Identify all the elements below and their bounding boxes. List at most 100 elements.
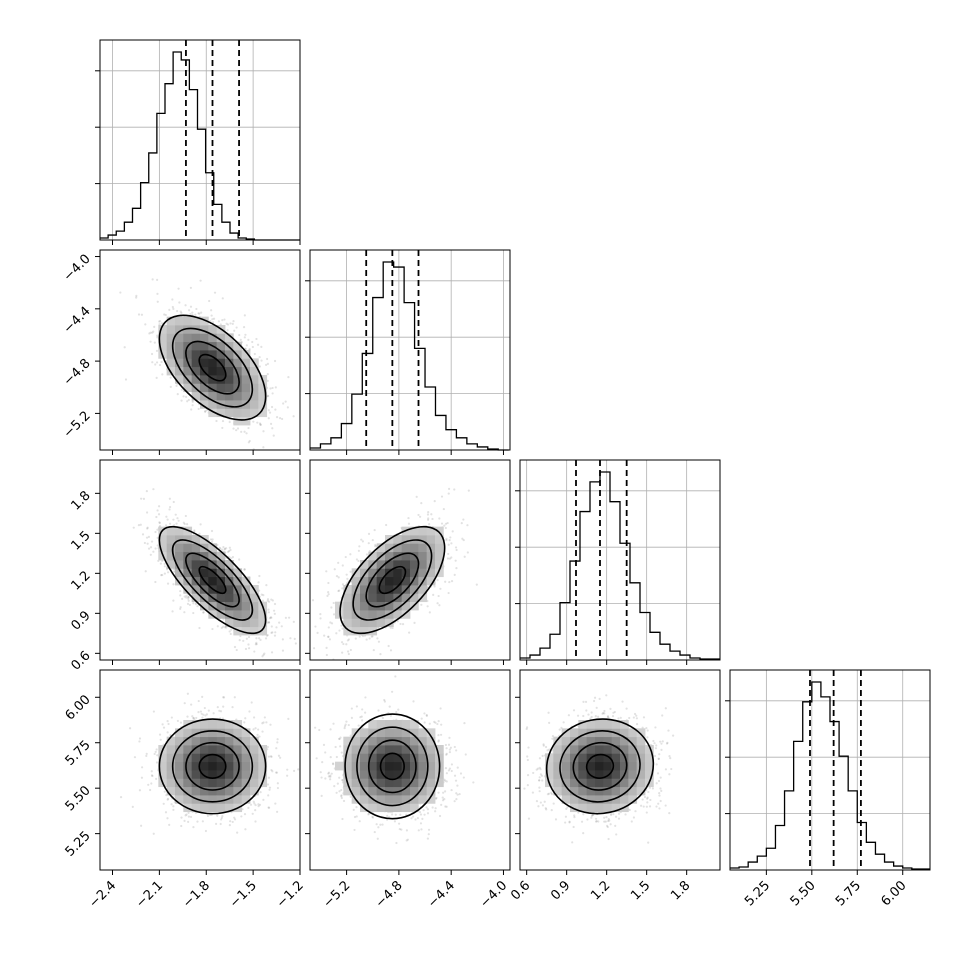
sample-point [151, 278, 154, 281]
sample-point [438, 604, 441, 607]
density-cell [208, 391, 218, 401]
density-cell [241, 601, 251, 611]
density-cell [191, 551, 201, 561]
sample-point [252, 420, 255, 423]
sample-point [187, 595, 190, 599]
sample-point [175, 522, 178, 525]
sample-point [254, 643, 257, 646]
sample-point [149, 331, 152, 334]
sample-point [274, 386, 277, 389]
sample-point [357, 559, 360, 563]
sample-point [239, 338, 242, 341]
sample-point [233, 645, 237, 649]
density-cell [225, 391, 234, 401]
sample-point [187, 309, 191, 312]
sample-point [266, 357, 269, 361]
sample-point [236, 427, 240, 430]
density-cell [233, 626, 243, 636]
sample-point [217, 320, 221, 323]
density-cell [175, 358, 184, 368]
sample-point [202, 611, 205, 614]
sample-point [172, 518, 175, 521]
sample-point [235, 326, 238, 329]
sample-point [179, 594, 182, 597]
sample-point [376, 637, 379, 640]
sample-point [192, 602, 195, 605]
sample-point [319, 617, 322, 620]
density-cell [225, 333, 234, 343]
sample-point [262, 653, 265, 656]
sample-point [270, 631, 273, 634]
density-cell [233, 576, 243, 586]
panel-1-0 [95, 249, 301, 455]
density-cell [250, 610, 259, 619]
sample-point [156, 300, 159, 303]
sample-point [168, 522, 172, 525]
density-cell [183, 535, 193, 544]
sample-point [228, 420, 231, 424]
sample-point [186, 602, 190, 605]
sample-point [248, 439, 251, 443]
sample-point [426, 605, 429, 608]
sample-point [428, 523, 431, 526]
sample-point [447, 487, 451, 491]
sample-point [257, 581, 260, 584]
density-cell [216, 576, 226, 586]
sample-point [258, 356, 261, 359]
density-cell [175, 576, 184, 586]
sample-point [294, 642, 297, 645]
sample-point [247, 426, 250, 430]
sample-point [367, 532, 371, 535]
sample-point [329, 621, 332, 624]
sample-point [337, 561, 340, 564]
sample-point [268, 621, 271, 624]
density-cell [200, 400, 209, 409]
sample-point [448, 539, 451, 542]
density-cell [258, 626, 268, 636]
sample-point [194, 603, 197, 606]
sample-point [192, 611, 195, 615]
sample-point [193, 529, 196, 532]
sample-point [319, 613, 322, 616]
density-cell [191, 560, 201, 569]
sample-point [197, 407, 200, 411]
density-cell [216, 383, 226, 393]
sample-point [427, 517, 430, 520]
sample-point [266, 599, 269, 602]
contour-2-0-3 [158, 525, 267, 635]
panel-content-2-0 [132, 488, 297, 658]
sample-point [327, 593, 330, 596]
sample-point [222, 625, 225, 628]
density-cell [191, 585, 201, 594]
sample-point [227, 550, 230, 554]
density-cell [216, 568, 226, 578]
sample-point [211, 318, 214, 321]
sample-point [238, 639, 241, 642]
sample-point [198, 312, 201, 315]
density-cell [200, 601, 209, 611]
sample-point [345, 573, 348, 576]
sample-point [267, 608, 270, 611]
density-cell [166, 526, 176, 536]
sample-point [153, 341, 156, 344]
sample-point [245, 637, 248, 640]
sample-point [244, 347, 247, 350]
sample-point [163, 565, 166, 568]
density-cell [216, 610, 226, 619]
sample-point [179, 606, 182, 609]
sample-point [187, 398, 190, 402]
sample-point [174, 513, 177, 516]
density-cell [166, 560, 176, 569]
sample-point [270, 405, 274, 409]
sample-point [272, 609, 276, 612]
sample-point [210, 314, 213, 317]
density-cell [216, 593, 226, 603]
sample-point [157, 513, 161, 516]
sample-point [286, 406, 289, 409]
density-cell [233, 366, 243, 376]
sample-point [150, 352, 154, 356]
sample-point [137, 313, 141, 316]
sample-point [228, 549, 231, 553]
density-cell [191, 350, 201, 359]
sample-point [172, 500, 175, 504]
